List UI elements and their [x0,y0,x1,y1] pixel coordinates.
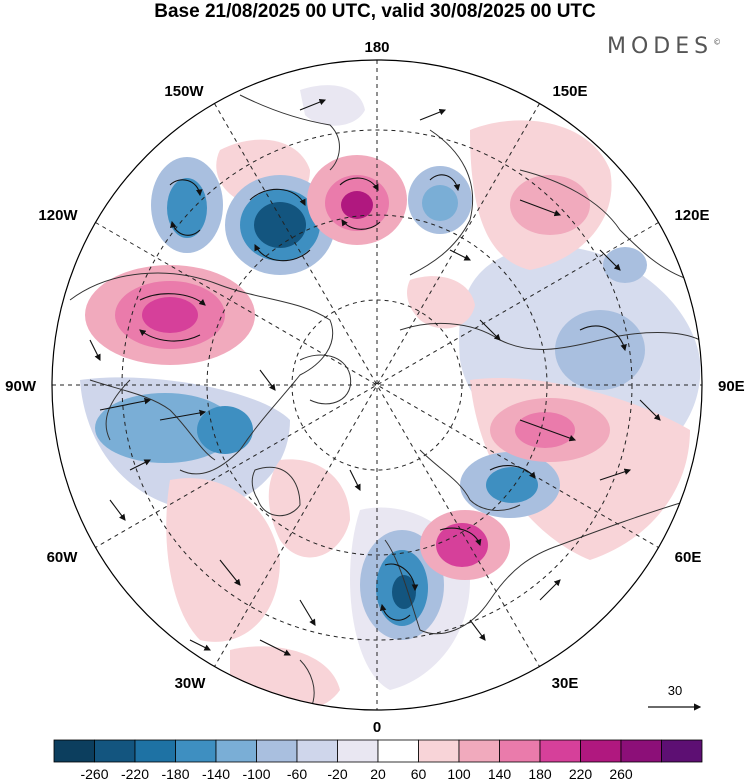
colorbar-tick-label: -260 [80,766,108,782]
pole-cap [329,337,425,433]
map-boundary [51,59,703,711]
colorbar-swatch [620,739,662,763]
vector-scale-label: 30 [668,683,682,698]
lon-label-90w: 90W [5,378,37,395]
colorbar-tick-label: -100 [242,766,270,782]
anomaly-cell-bering [307,155,407,245]
lon-label-30w: 30W [175,675,207,692]
lon-label-0: 0 [373,719,381,736]
colorbar-swatch [377,739,419,763]
modes-logo: MODES© [607,34,721,59]
colorbar-swatch [499,739,541,763]
anomaly-cell-west-siberia [420,510,510,580]
graticule [52,60,702,710]
lon-label-60e: 60E [675,549,702,566]
colorbar-tick-label: -180 [161,766,189,782]
colorbar-tick-label: -220 [121,766,149,782]
anomaly-cell-northeast-pacific [151,157,223,253]
copyright-mark: © [713,37,722,47]
colorbar-swatch [458,739,500,763]
lon-label-150e: 150E [552,83,587,100]
colorbar-tick-label: 20 [370,766,386,782]
colorbar-tick-label: 260 [609,766,633,782]
lon-label-30e: 30E [552,675,579,692]
colorbar-swatch [215,739,257,763]
lon-label-90e: 90E [718,378,745,395]
colorbar-swatch [134,739,176,763]
lon-label-60w: 60W [47,549,79,566]
lon-label-180: 180 [364,39,389,56]
colorbar-swatch [53,739,95,763]
lon-label-150w: 150W [164,83,204,100]
colorbar-tick-label: 60 [411,766,427,782]
anomaly-cell-kara-sea [460,452,560,518]
colorbar-swatch [296,739,338,763]
anomaly-cell-east-siberian [408,166,472,234]
map-area [52,60,702,710]
colorbar-tick-label: 140 [488,766,512,782]
colorbar-swatch [661,739,703,763]
colorbar-tick-label: 100 [447,766,471,782]
colorbar-swatch [539,739,581,763]
wind-vectors [89,98,661,656]
colorbar-tick-label: -140 [202,766,230,782]
brand-text: MODES [607,34,714,59]
lon-label-120e: 120E [674,207,709,224]
colorbar-swatch [94,739,136,763]
anomaly-cell-central-siberia [490,398,610,462]
colorbar-tick-label: 220 [569,766,593,782]
colorbar-tick-label: -60 [287,766,307,782]
colorbar-tick-label: -20 [327,766,347,782]
colorbar-swatch [418,739,460,763]
lon-label-120w: 120W [38,207,78,224]
anomaly-cell-east-asia [510,175,647,390]
map-title: Base 21/08/2025 00 UTC, valid 30/08/2025… [154,1,596,22]
anomaly-cell-western-canada [85,265,255,365]
colorbar-swatch [256,739,298,763]
colorbar-swatch [175,739,217,763]
colorbar-swatch [580,739,622,763]
colorbar-tick-label: 180 [528,766,552,782]
colorbar-swatch [337,739,379,763]
colorbar: -260 -220 -180 -140 -100 -60 -20 20 60 100 140 180 2… [53,739,703,782]
